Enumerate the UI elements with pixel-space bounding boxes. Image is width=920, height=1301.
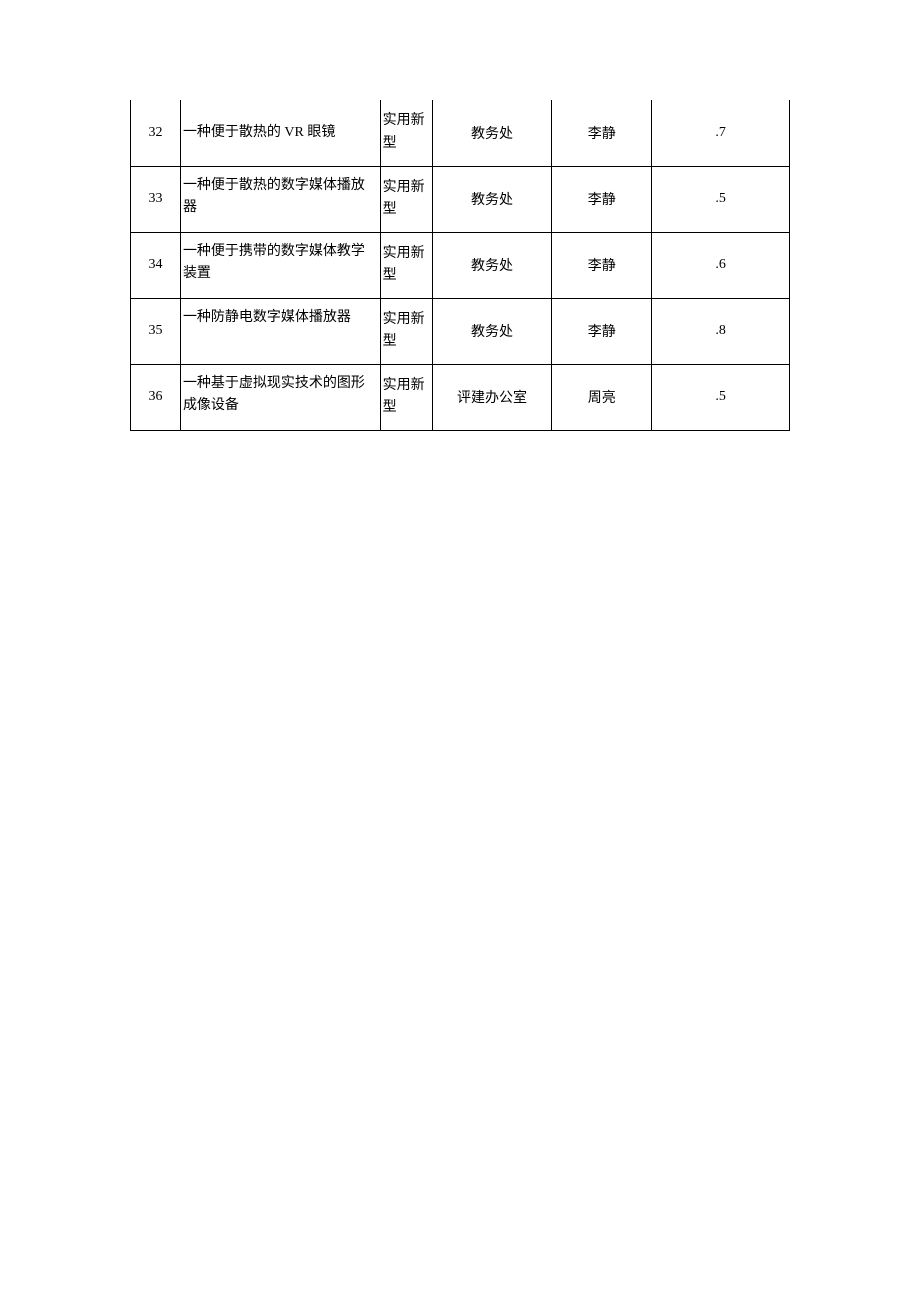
table-row: 34 一种便于携带的数字媒体教学装置 实用新型 教务处 李静 .6: [131, 232, 790, 298]
table-row: 36 一种基于虚拟现实技术的图形成像设备 实用新型 评建办公室 周亮 .5: [131, 364, 790, 430]
data-table: 32 一种便于散热的 VR 眼镜 实用新型 教务处 李静 .7 33 一种便于散…: [130, 100, 790, 431]
table-body: 32 一种便于散热的 VR 眼镜 实用新型 教务处 李静 .7 33 一种便于散…: [131, 100, 790, 430]
cell-score: .8: [652, 298, 790, 364]
cell-num: 32: [131, 100, 181, 166]
cell-score: .7: [652, 100, 790, 166]
cell-score: .5: [652, 166, 790, 232]
cell-type: 实用新型: [380, 100, 432, 166]
cell-num: 36: [131, 364, 181, 430]
table-row: 32 一种便于散热的 VR 眼镜 实用新型 教务处 李静 .7: [131, 100, 790, 166]
cell-dept: 教务处: [432, 166, 552, 232]
table-row: 33 一种便于散热的数字媒体播放器 实用新型 教务处 李静 .5: [131, 166, 790, 232]
table-row: 35 一种防静电数字媒体播放器 实用新型 教务处 李静 .8: [131, 298, 790, 364]
cell-person: 周亮: [552, 364, 652, 430]
cell-type: 实用新型: [380, 166, 432, 232]
cell-title: 一种便于携带的数字媒体教学装置: [180, 232, 380, 298]
cell-title: 一种便于散热的数字媒体播放器: [180, 166, 380, 232]
cell-title: 一种防静电数字媒体播放器: [180, 298, 380, 364]
cell-dept: 评建办公室: [432, 364, 552, 430]
cell-dept: 教务处: [432, 298, 552, 364]
cell-num: 33: [131, 166, 181, 232]
cell-num: 35: [131, 298, 181, 364]
cell-dept: 教务处: [432, 232, 552, 298]
cell-score: .5: [652, 364, 790, 430]
cell-title: 一种便于散热的 VR 眼镜: [180, 100, 380, 166]
cell-dept: 教务处: [432, 100, 552, 166]
cell-person: 李静: [552, 100, 652, 166]
cell-score: .6: [652, 232, 790, 298]
cell-person: 李静: [552, 298, 652, 364]
cell-type: 实用新型: [380, 298, 432, 364]
cell-num: 34: [131, 232, 181, 298]
cell-person: 李静: [552, 166, 652, 232]
cell-type: 实用新型: [380, 232, 432, 298]
cell-person: 李静: [552, 232, 652, 298]
cell-type: 实用新型: [380, 364, 432, 430]
cell-title: 一种基于虚拟现实技术的图形成像设备: [180, 364, 380, 430]
